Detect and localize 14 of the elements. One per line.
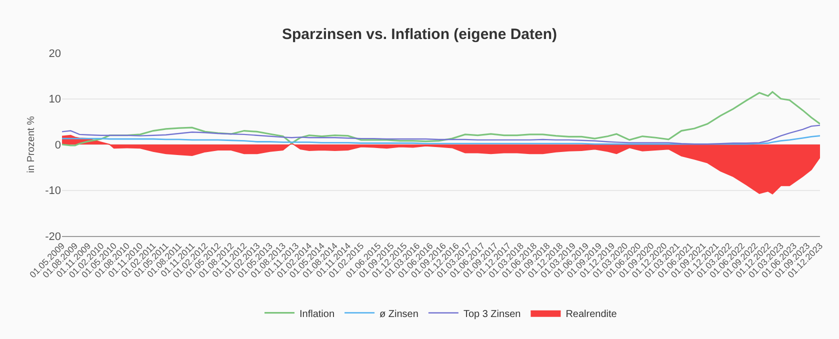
- y-tick-label: 10: [48, 94, 61, 106]
- legend-label: Top 3 Zinsen: [463, 308, 521, 320]
- y-tick-label: -10: [45, 185, 61, 198]
- legend-label: ø Zinsen: [380, 308, 418, 320]
- y-tick-label: 0: [54, 139, 61, 152]
- y-tick-label: -20: [45, 230, 61, 243]
- line-series: [62, 124, 820, 145]
- y-tick-label: 20: [48, 48, 61, 60]
- chart-title: Sparzinsen vs. Inflation (eigene Daten): [282, 26, 558, 44]
- line-series: [62, 135, 820, 145]
- legend-label: Realrendite: [566, 308, 618, 320]
- legend-label: Inflation: [300, 308, 335, 320]
- y-axis-title: in Prozent %: [26, 116, 38, 173]
- line-series: [62, 91, 820, 146]
